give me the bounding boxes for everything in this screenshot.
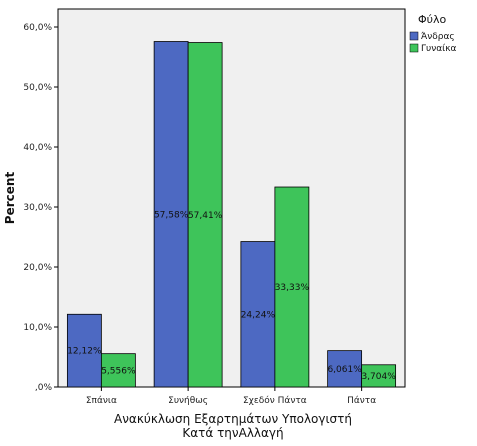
y-tick-label: 50,0% bbox=[23, 83, 52, 93]
x-axis-label-line-2: Κατά τηνΑλλαγή bbox=[182, 426, 283, 440]
bar-male bbox=[66, 313, 102, 388]
y-tick-label: 40,0% bbox=[23, 143, 52, 153]
bar-male bbox=[153, 41, 189, 388]
y-axis: ,0% 10,0% 20,0% 30,0% 40,0% 50,0% 60,0% bbox=[23, 23, 58, 393]
data-label-male: 12,12% bbox=[67, 347, 102, 357]
y-axis-label: Percent bbox=[3, 172, 17, 225]
x-tick-label: Σχεδόν Πάντα bbox=[243, 395, 307, 406]
x-axis: Σπάνια Συνήθως Σχεδόν Πάντα Πάντα bbox=[86, 387, 376, 406]
legend-title: Φύλο bbox=[418, 13, 447, 26]
data-label-female: 33,33% bbox=[275, 283, 310, 293]
data-label-male: 24,24% bbox=[241, 310, 276, 320]
data-label-female: 5,556% bbox=[101, 366, 136, 376]
data-labels-group: 12,12% 57,58% 24,24% 6,061% 5,556% 57,41% 33,3… bbox=[67, 210, 396, 382]
legend-swatch-male bbox=[409, 31, 419, 41]
y-tick-label: 20,0% bbox=[23, 263, 52, 273]
bar-female bbox=[187, 42, 223, 388]
y-tick-label: 30,0% bbox=[23, 203, 52, 213]
data-label-male: 57,58% bbox=[154, 210, 189, 220]
data-label-female: 57,41% bbox=[188, 211, 223, 221]
plot-area bbox=[57, 8, 406, 388]
y-tick-label: 10,0% bbox=[23, 323, 52, 333]
x-tick-label: Πάντα bbox=[347, 396, 376, 406]
x-tick-label: Σπάνια bbox=[86, 396, 117, 406]
bar-female bbox=[274, 186, 310, 388]
bars-group bbox=[66, 41, 397, 388]
legend-swatch-female bbox=[409, 43, 419, 53]
legend-label-female: Γυναίκα bbox=[421, 44, 457, 54]
legend: Φύλο Άνδρας Γυναίκα bbox=[409, 13, 457, 54]
bar-female bbox=[100, 353, 136, 388]
bar-male bbox=[327, 350, 363, 388]
x-tick-label: Συνήθως bbox=[168, 396, 208, 406]
data-label-female: 3,704% bbox=[361, 372, 396, 382]
data-label-male: 6,061% bbox=[327, 365, 362, 375]
bar-female bbox=[361, 364, 397, 388]
x-axis-label-line-1: Ανακύκλωση Εξαρτημάτων Υπολογιστή bbox=[114, 412, 352, 426]
y-tick-label: ,0% bbox=[35, 383, 53, 393]
y-tick-label: 60,0% bbox=[23, 23, 52, 33]
legend-label-male: Άνδρας bbox=[421, 32, 455, 42]
